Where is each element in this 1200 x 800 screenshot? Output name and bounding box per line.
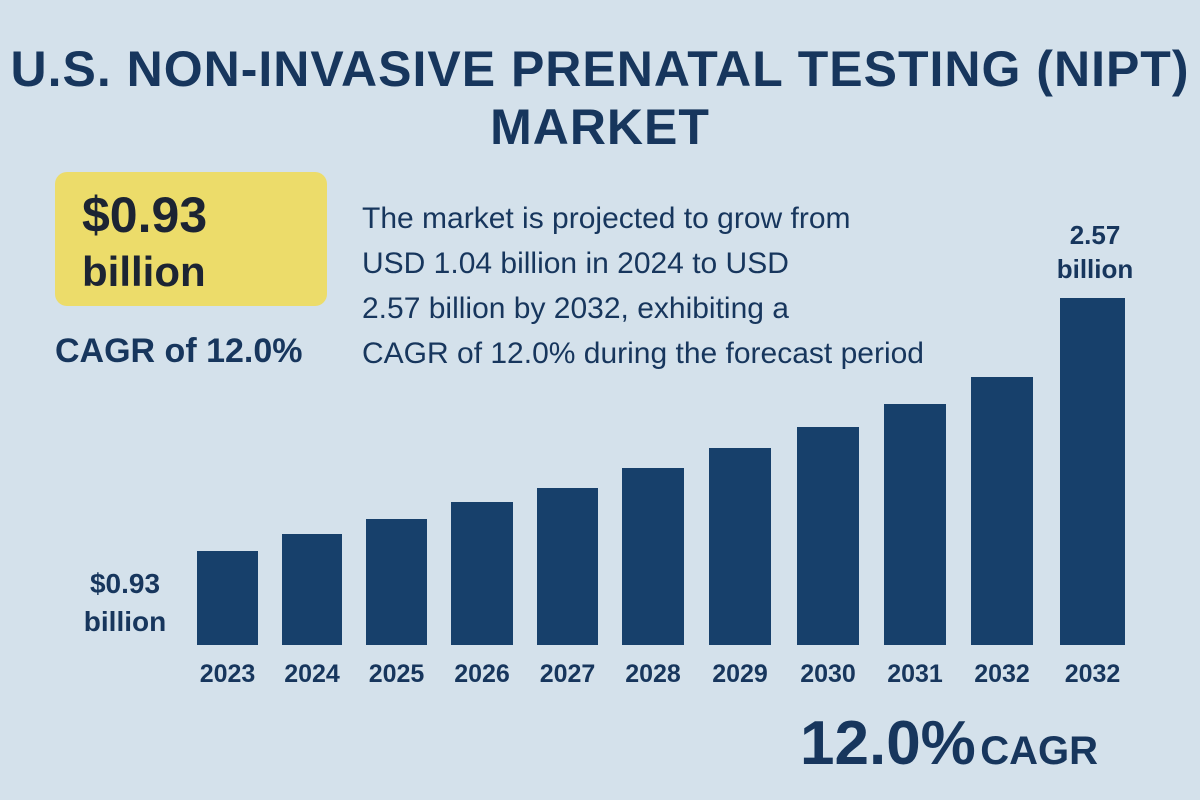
x-tick-label: 2026 (454, 660, 510, 688)
bar-2023 (197, 550, 258, 645)
description-line: USD 1.04 billion in 2024 to USD (362, 247, 789, 280)
bar-2028 (622, 467, 684, 645)
bar-2029 (709, 447, 771, 645)
x-tick-label: 2025 (368, 660, 425, 688)
x-tick-label: 2032 (1064, 660, 1121, 688)
bar-2026 (451, 501, 513, 645)
last-bar-unit: billion (1056, 254, 1134, 284)
footer-cagr-value: 12.0% (800, 709, 976, 778)
bar-2025 (366, 518, 427, 645)
description-line: CAGR of 12.0% during the forecast period (362, 337, 924, 370)
footer-cagr-label: CAGR (980, 729, 1099, 773)
bar-2024 (282, 533, 342, 645)
chart-title: U.S. NON-INVASIVE PRENATAL TESTING (NIPT… (10, 41, 1190, 155)
x-tick-label: 2027 (539, 660, 596, 688)
last-bar-label: 2.57 billion (1040, 218, 1150, 286)
highlight-unit: billion (82, 248, 206, 295)
description-line: 2.57 billion by 2032, exhibiting a (362, 292, 789, 325)
first-bar-unit: billion (83, 606, 167, 637)
x-tick-label: 2031 (887, 660, 943, 688)
x-tick-label: 2030 (800, 660, 856, 688)
x-tick-label: 2023 (199, 660, 256, 688)
bar-2030 (797, 427, 859, 645)
cagr-label: CAGR of 12.0% (55, 332, 303, 370)
bar-2031 (884, 404, 946, 645)
bar-2027 (537, 487, 598, 645)
x-tick-label: 2029 (712, 660, 768, 688)
x-tick-label: 2028 (625, 660, 681, 688)
first-bar-value: $0.93 (89, 568, 161, 599)
x-tick-label: 2024 (284, 660, 340, 688)
description-line: The market is projected to grow from (362, 202, 851, 235)
highlight-value: $0.93 (82, 187, 208, 243)
x-tick-label: 2032 (974, 660, 1030, 688)
highlight-box (55, 172, 327, 306)
footer-cagr: 12.0% CAGR (800, 708, 1098, 779)
first-bar-label: $0.93 billion (70, 565, 180, 641)
bar-2032 (1060, 297, 1125, 645)
description: The market is projected to grow from USD… (362, 196, 1012, 376)
last-bar-value: 2.57 (1069, 220, 1121, 250)
bar-2032 (971, 376, 1033, 645)
